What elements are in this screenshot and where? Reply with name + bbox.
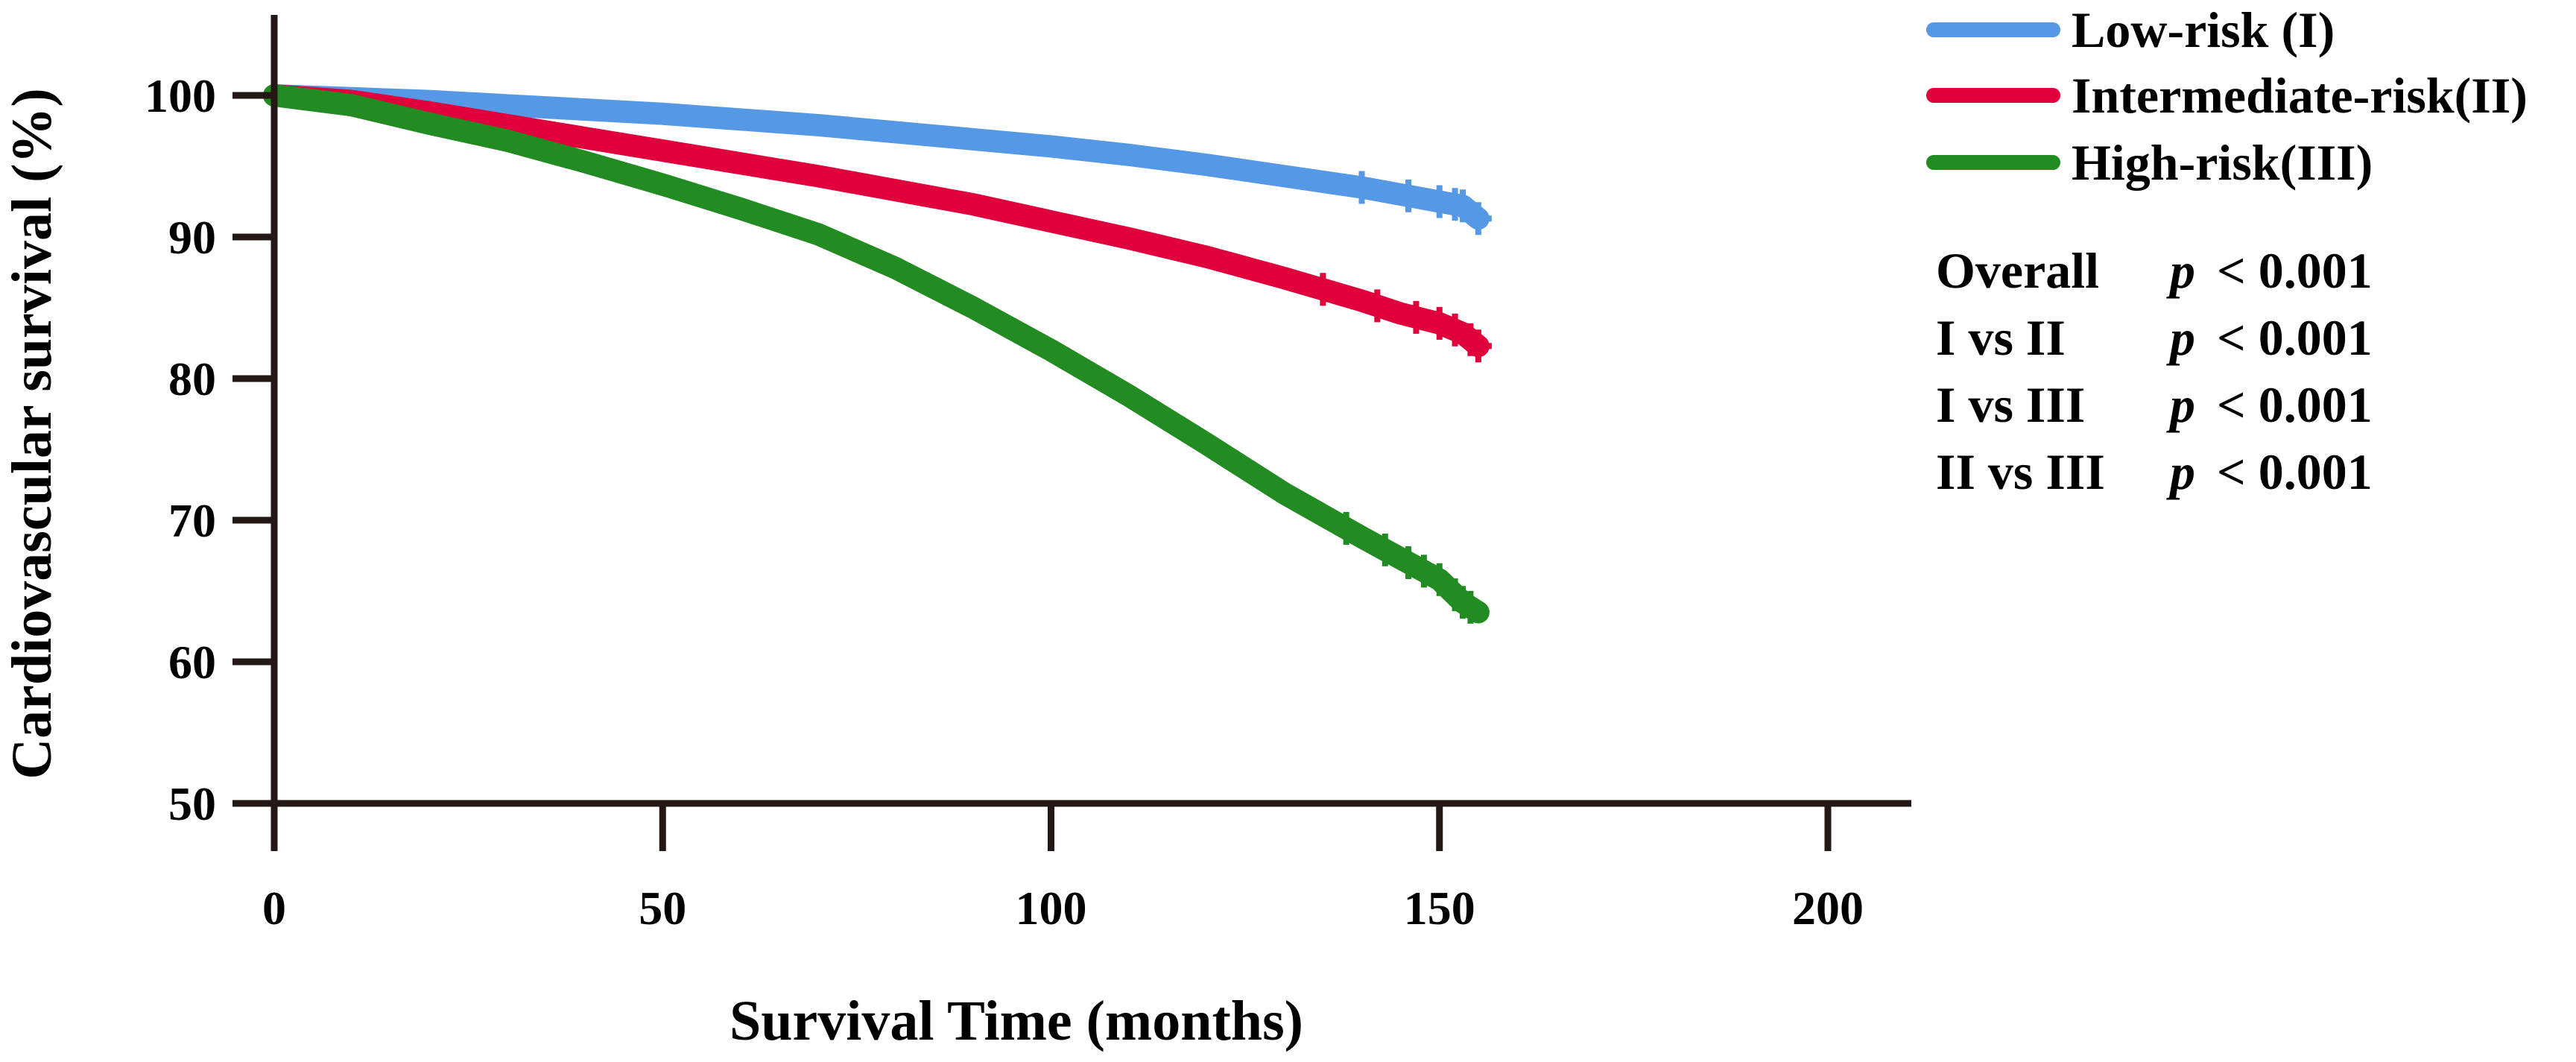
p-value: < 0.001 — [2217, 443, 2373, 500]
y-tick-label: 70 — [168, 494, 216, 547]
comparison-label: II vs III — [1936, 443, 2105, 500]
low-risk-series — [263, 84, 1492, 236]
p-value: < 0.001 — [2217, 309, 2373, 366]
axes-layer: 100 90 80 70 60 50 0 50 100 150 200 — [145, 15, 1911, 935]
legend: Low-risk (I) Intermediate-risk(II) High-ri… — [1926, 1, 2528, 191]
curves-layer — [263, 84, 1492, 624]
y-tick-label: 80 — [168, 353, 216, 405]
intermediate-risk-series — [263, 84, 1492, 363]
y-tick-label: 90 — [168, 211, 216, 264]
comparison-label: I vs II — [1936, 309, 2066, 366]
y-axis-title: Cardiovascular survival (%) — [1, 88, 63, 779]
x-tick-label: 100 — [1016, 882, 1087, 935]
y-tick-label: 100 — [145, 69, 216, 122]
legend-label-low-risk: Low-risk (I) — [2072, 1, 2335, 58]
comparison-label: I vs III — [1936, 376, 2085, 433]
p-symbol: p — [2166, 443, 2195, 500]
comparison-label: Overall — [1936, 242, 2099, 299]
y-tick-label: 50 — [168, 777, 216, 830]
high-risk-series — [263, 84, 1490, 624]
legend-label-intermediate-risk: Intermediate-risk(II) — [2072, 67, 2528, 124]
p-symbol: p — [2166, 309, 2195, 366]
x-tick-label: 0 — [262, 882, 286, 935]
x-tick-label: 200 — [1792, 882, 1864, 935]
high-risk-curve — [263, 84, 1490, 624]
p-symbol: p — [2166, 376, 2195, 433]
p-value: < 0.001 — [2217, 376, 2373, 433]
p-value: < 0.001 — [2217, 242, 2373, 299]
x-tick-label: 50 — [639, 882, 686, 935]
p-symbol: p — [2166, 242, 2195, 299]
y-tick-label: 60 — [168, 636, 216, 689]
x-axis-title: Survival Time (months) — [730, 990, 1303, 1052]
intermediate-risk-curve — [263, 84, 1490, 358]
legend-label-high-risk: High-risk(III) — [2072, 134, 2373, 191]
x-tick-label: 150 — [1404, 882, 1475, 935]
p-value-annotations: Overall p < 0.001 I vs II p < 0.001 I vs III p <… — [1936, 242, 2373, 500]
